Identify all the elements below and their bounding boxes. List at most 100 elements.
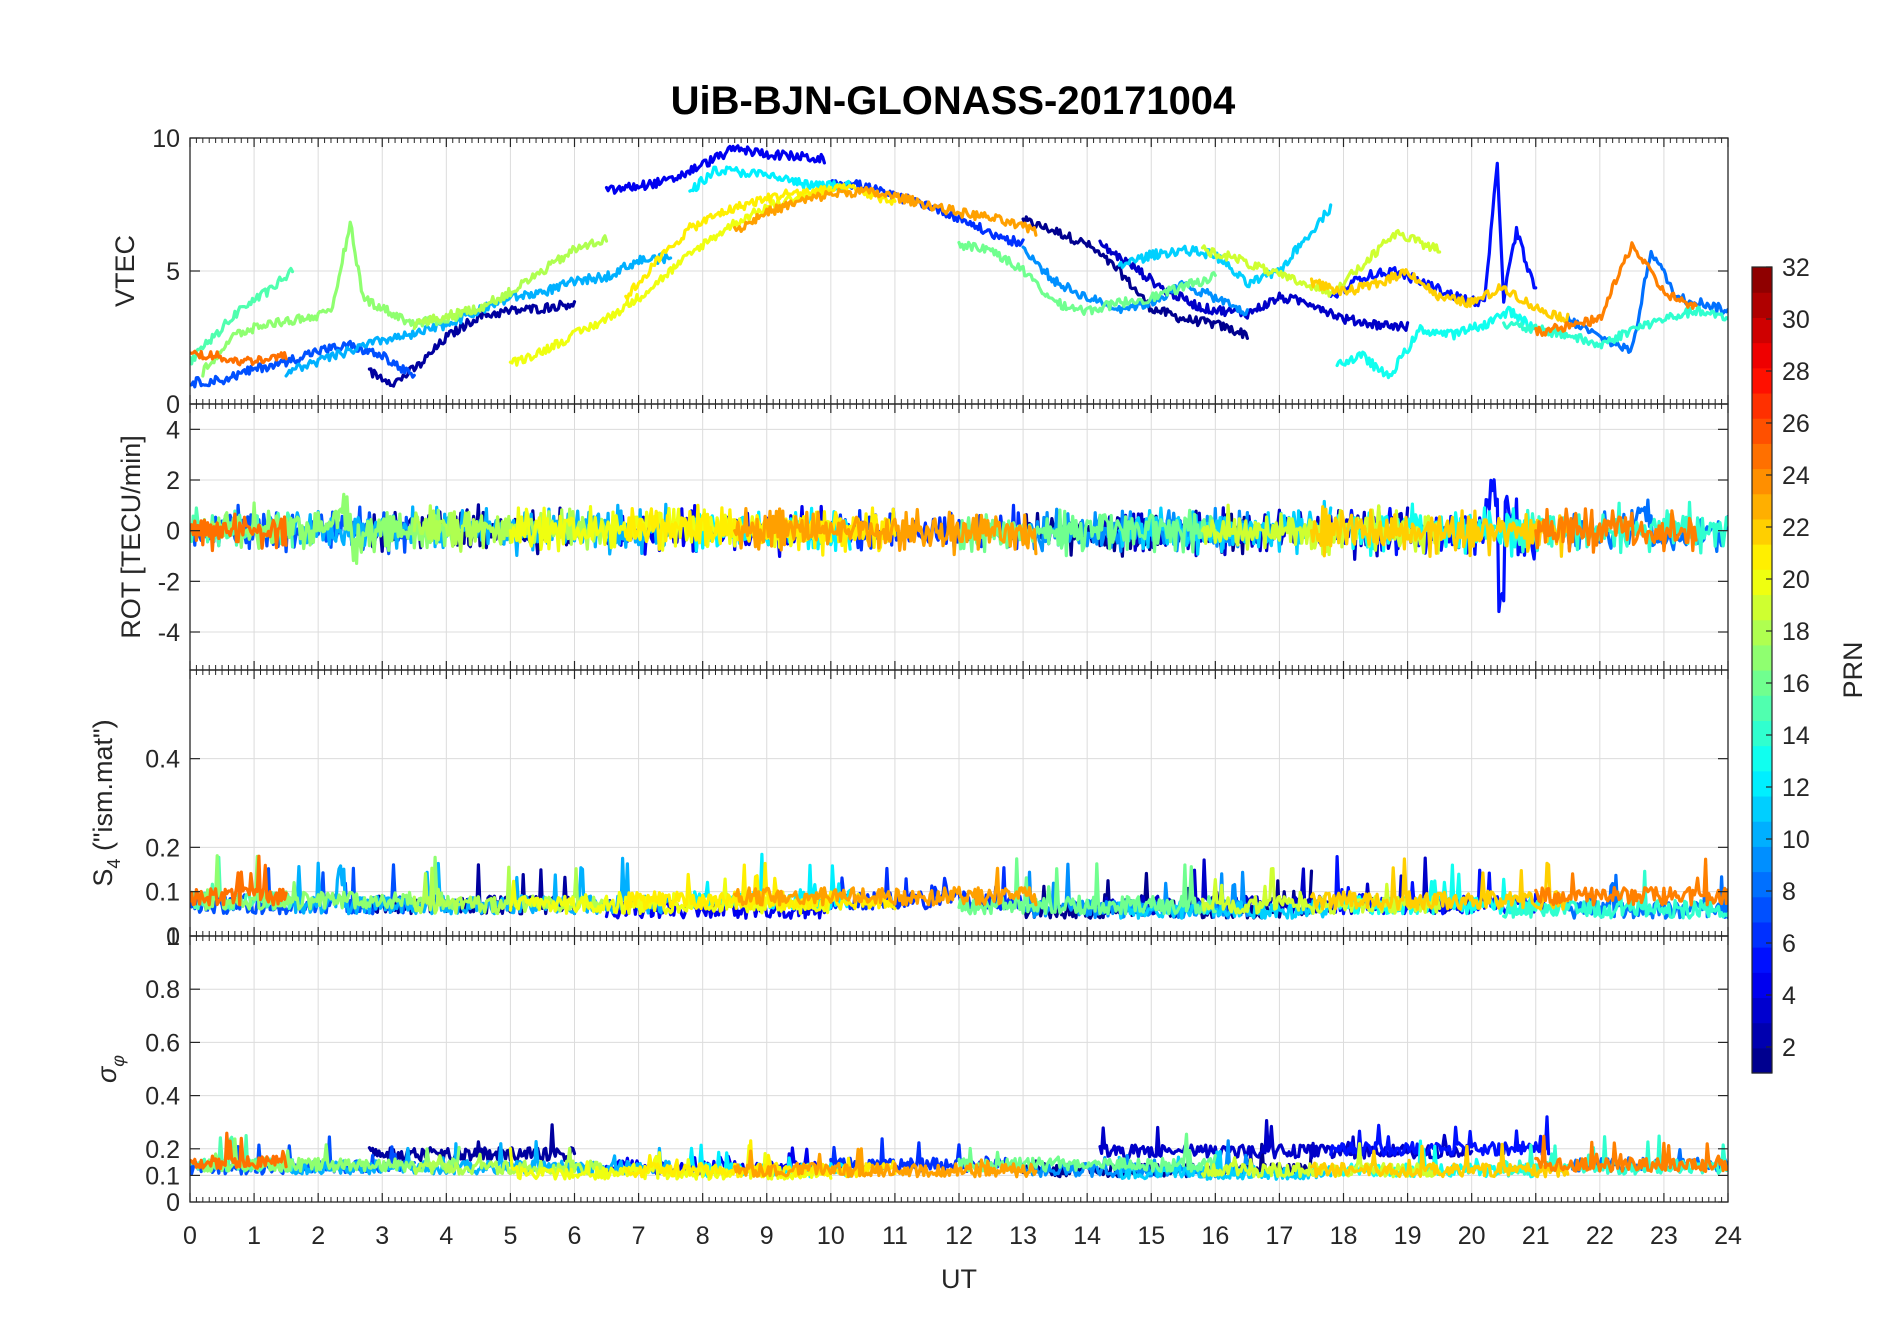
series-prn-18-vtec bbox=[412, 234, 609, 331]
colorbar-cell bbox=[1752, 518, 1772, 545]
y-tick-label: 2 bbox=[166, 467, 180, 495]
y-tick-label: 1 bbox=[166, 923, 180, 951]
colorbar-label: PRN bbox=[1838, 641, 1868, 698]
y-tick-label: 0 bbox=[166, 391, 180, 419]
series-prn-23-rot bbox=[733, 507, 1038, 557]
series-prn-16-sigma bbox=[957, 1132, 1217, 1173]
series-prn-5-sigma bbox=[1329, 1115, 1551, 1157]
x-tick-label: 13 bbox=[1009, 1222, 1037, 1250]
y-tick-label: 0.2 bbox=[145, 1136, 180, 1164]
series-prn-24-rot bbox=[1534, 507, 1698, 554]
y-tick-label: 10 bbox=[152, 125, 180, 153]
x-tick-label: 4 bbox=[439, 1222, 453, 1250]
colorbar-cell bbox=[1752, 619, 1772, 646]
x-tick-label: 22 bbox=[1586, 1222, 1614, 1250]
series-prn-1-vtec bbox=[1021, 215, 1249, 340]
panel-s4: 0 0.1 0.2 0.4 S4 ("ism.mat") bbox=[88, 669, 1729, 951]
ylabel-sigma: σφ bbox=[92, 1055, 128, 1083]
lines-sigma bbox=[190, 1115, 1728, 1181]
series-prn-16-vtec bbox=[957, 240, 1217, 316]
colorbar-cell bbox=[1752, 821, 1772, 847]
y-tick-label: 0.1 bbox=[145, 1162, 180, 1190]
x-tick-label: 0 bbox=[183, 1222, 197, 1250]
series-prn-2-vtec bbox=[367, 299, 577, 388]
series-prn-10-vtec bbox=[284, 252, 673, 378]
colorbar-tick-label: 10 bbox=[1782, 826, 1810, 854]
colorbar-tick-label: 20 bbox=[1782, 566, 1810, 594]
series-prn-3-vtec bbox=[1098, 239, 1410, 332]
colorbar-cell bbox=[1752, 569, 1772, 596]
colorbar-tick-label: 18 bbox=[1782, 618, 1810, 646]
x-tick-label: 12 bbox=[945, 1222, 973, 1250]
colorbar-cell bbox=[1752, 342, 1772, 369]
colorbar-cell bbox=[1752, 443, 1772, 470]
chart-title: UiB-BJN-GLONASS-20171004 bbox=[671, 79, 1236, 123]
x-tick-label: 23 bbox=[1650, 1222, 1678, 1250]
series-prn-22-s4 bbox=[1309, 857, 1570, 911]
series-prn-17-rot bbox=[201, 492, 461, 565]
panel-rot: -4 -2 0 2 4 ROT [TECU/min] bbox=[116, 403, 1729, 671]
x-tick-label: 1 bbox=[247, 1222, 261, 1250]
panel-vtec: 0 5 10 VTEC bbox=[110, 125, 1729, 419]
colorbar-tick-label: 12 bbox=[1782, 774, 1810, 802]
colorbar-cell bbox=[1752, 594, 1772, 621]
ylabel-s4-main: S bbox=[88, 869, 118, 887]
colorbar-cell bbox=[1752, 947, 1772, 973]
x-tick-label: 3 bbox=[375, 1222, 389, 1250]
y-tick-label: 4 bbox=[166, 416, 180, 444]
series-prn-21-vtec bbox=[624, 183, 897, 301]
x-tick-label: 8 bbox=[696, 1222, 710, 1250]
x-tick-label: 7 bbox=[632, 1222, 646, 1250]
ticks-rot: -4 -2 0 2 4 bbox=[158, 404, 1729, 670]
x-tick-label: 14 bbox=[1073, 1222, 1101, 1250]
colorbar-cell bbox=[1752, 418, 1772, 444]
series-prn-15-vtec bbox=[190, 266, 295, 366]
colorbar-tick-label: 22 bbox=[1782, 514, 1810, 542]
colorbar-cell bbox=[1752, 317, 1772, 344]
lines-rot bbox=[190, 478, 1728, 614]
colorbar-tick-label: 4 bbox=[1782, 982, 1796, 1010]
series-prn-14-vtec bbox=[1502, 305, 1728, 350]
colorbar-tick-label: 6 bbox=[1782, 930, 1796, 958]
x-tick-label: 18 bbox=[1330, 1222, 1358, 1250]
y-tick-label: 0.2 bbox=[145, 834, 180, 862]
x-tick-label: 11 bbox=[882, 1222, 908, 1250]
colorbar-cell bbox=[1752, 770, 1772, 797]
x-tick-label: 20 bbox=[1458, 1222, 1486, 1250]
colorbar-cell bbox=[1752, 1047, 1772, 1074]
series-prn-4-vtec bbox=[604, 144, 826, 195]
series-prn-19-sigma bbox=[1200, 1142, 1442, 1179]
ylabel-rot: ROT [TECU/min] bbox=[116, 435, 146, 639]
series-prn-11-vtec bbox=[1117, 203, 1333, 289]
series-prn-22-rot bbox=[1309, 505, 1570, 558]
colorbar-cell bbox=[1752, 670, 1772, 696]
series-prn-24-vtec bbox=[1534, 241, 1698, 337]
colorbar-cell bbox=[1752, 544, 1772, 570]
colorbar-cell bbox=[1752, 871, 1772, 898]
y-tick-label: 0.4 bbox=[145, 1083, 180, 1111]
x-tick-label: 15 bbox=[1137, 1222, 1165, 1250]
y-tick-label: -4 bbox=[158, 619, 180, 647]
colorbar-cell bbox=[1752, 267, 1772, 293]
x-tick-label: 21 bbox=[1522, 1222, 1550, 1250]
ylabel-sigma-sub: φ bbox=[108, 1055, 128, 1067]
y-tick-label: -2 bbox=[158, 568, 180, 596]
series-prn-24-s4 bbox=[1534, 857, 1728, 907]
series-prn-23-sigma bbox=[733, 1147, 1038, 1179]
series-prn-20-vtec bbox=[508, 185, 833, 367]
colorbar-cell bbox=[1752, 493, 1772, 520]
colorbar-frame bbox=[1751, 266, 1773, 1074]
x-tick-label: 10 bbox=[817, 1222, 845, 1250]
series-prn-25-vtec bbox=[190, 349, 288, 367]
colorbar-tick-label: 26 bbox=[1782, 410, 1810, 438]
series-prn-12-vtec bbox=[688, 165, 852, 193]
x-axis-label: UT bbox=[941, 1264, 977, 1294]
series-prn-22-sigma bbox=[1309, 1142, 1570, 1179]
colorbar-tick-label: 2 bbox=[1782, 1034, 1796, 1062]
series-prn-5-vtec bbox=[1329, 161, 1538, 308]
x-tick-label: 24 bbox=[1714, 1222, 1742, 1250]
y-tick-label: 0.8 bbox=[145, 976, 180, 1004]
ylabel-s4-sub: 4 bbox=[104, 859, 124, 869]
colorbar-cell bbox=[1752, 997, 1772, 1024]
